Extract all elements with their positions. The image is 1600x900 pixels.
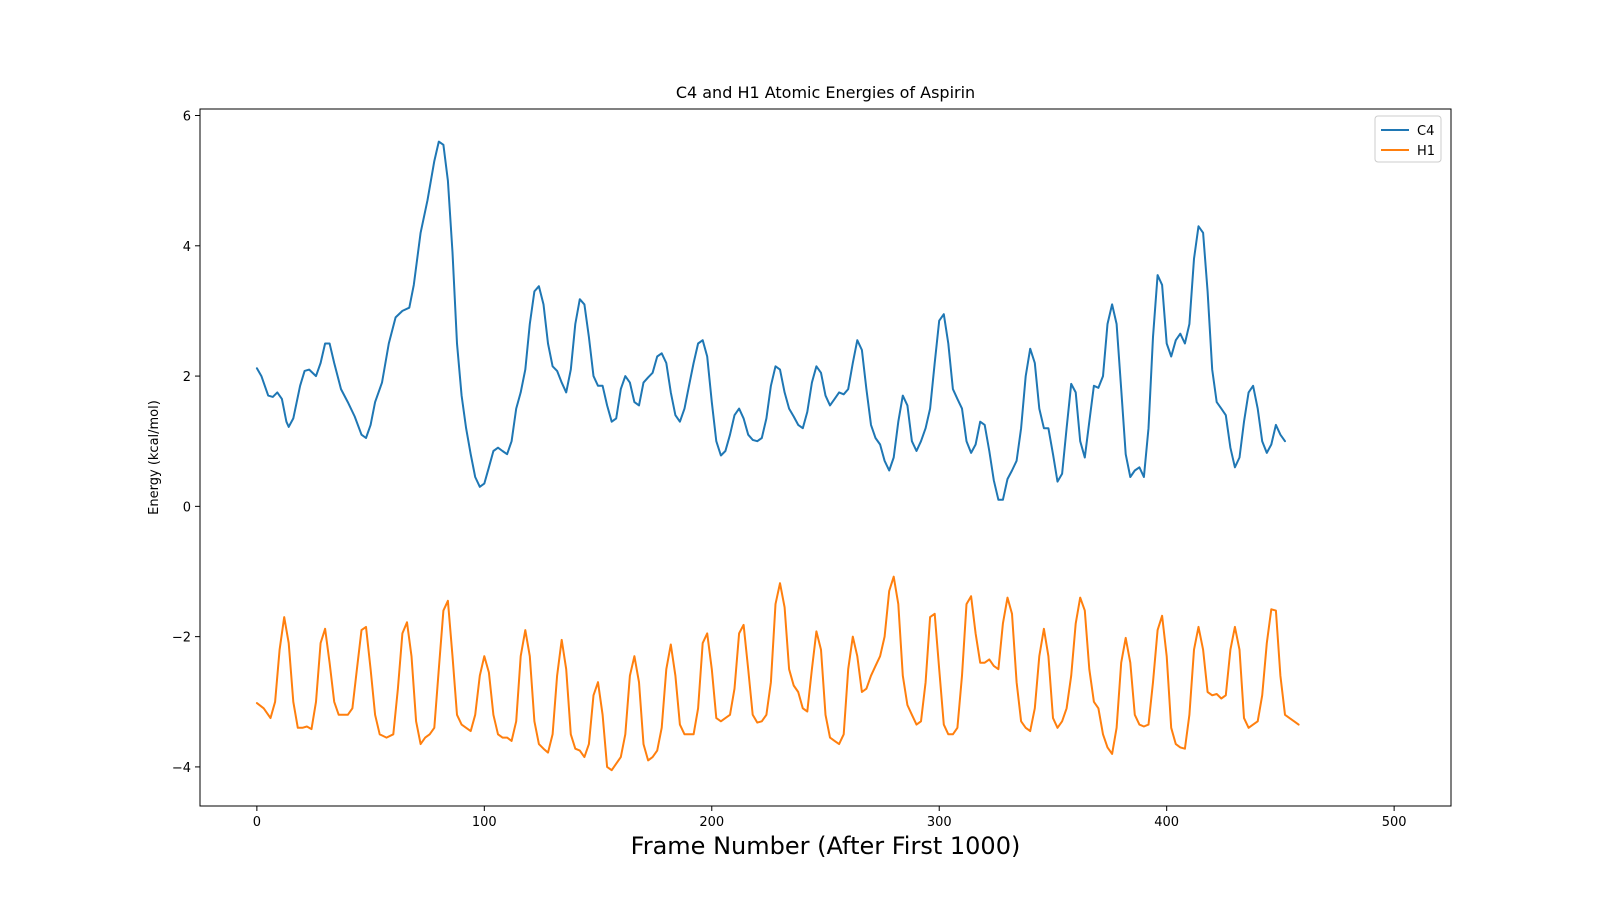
- x-tick-label: 0: [253, 815, 261, 830]
- y-axis-label: Energy (kcal/mol): [147, 400, 162, 515]
- series-line-h1: [255, 575, 1300, 772]
- y-tick-label: 4: [183, 240, 191, 255]
- legend-label-c4: C4: [1417, 124, 1434, 139]
- y-tick-label: 2: [183, 370, 191, 385]
- plot-frame: [199, 108, 1452, 807]
- x-axis: 0 100 200 300 400 500: [253, 806, 1407, 830]
- legend-label-h1: H1: [1417, 144, 1435, 159]
- x-tick-label: 200: [699, 815, 724, 830]
- x-tick-label: 500: [1382, 815, 1407, 830]
- plot-area: [255, 140, 1300, 772]
- y-tick-label: 0: [183, 500, 191, 515]
- y-tick-label: 6: [183, 110, 191, 125]
- y-tick-label: −4: [172, 761, 191, 776]
- series-line-c4: [255, 140, 1286, 501]
- chart-title: C4 and H1 Atomic Energies of Aspirin: [676, 83, 975, 102]
- x-tick-label: 400: [1154, 815, 1179, 830]
- x-tick-label: 300: [927, 815, 952, 830]
- x-tick-label: 100: [472, 815, 497, 830]
- y-tick-label: −2: [172, 631, 191, 646]
- x-axis-label: Frame Number (After First 1000): [631, 832, 1021, 860]
- y-axis: −4 −2 0 2 4 6: [172, 110, 200, 776]
